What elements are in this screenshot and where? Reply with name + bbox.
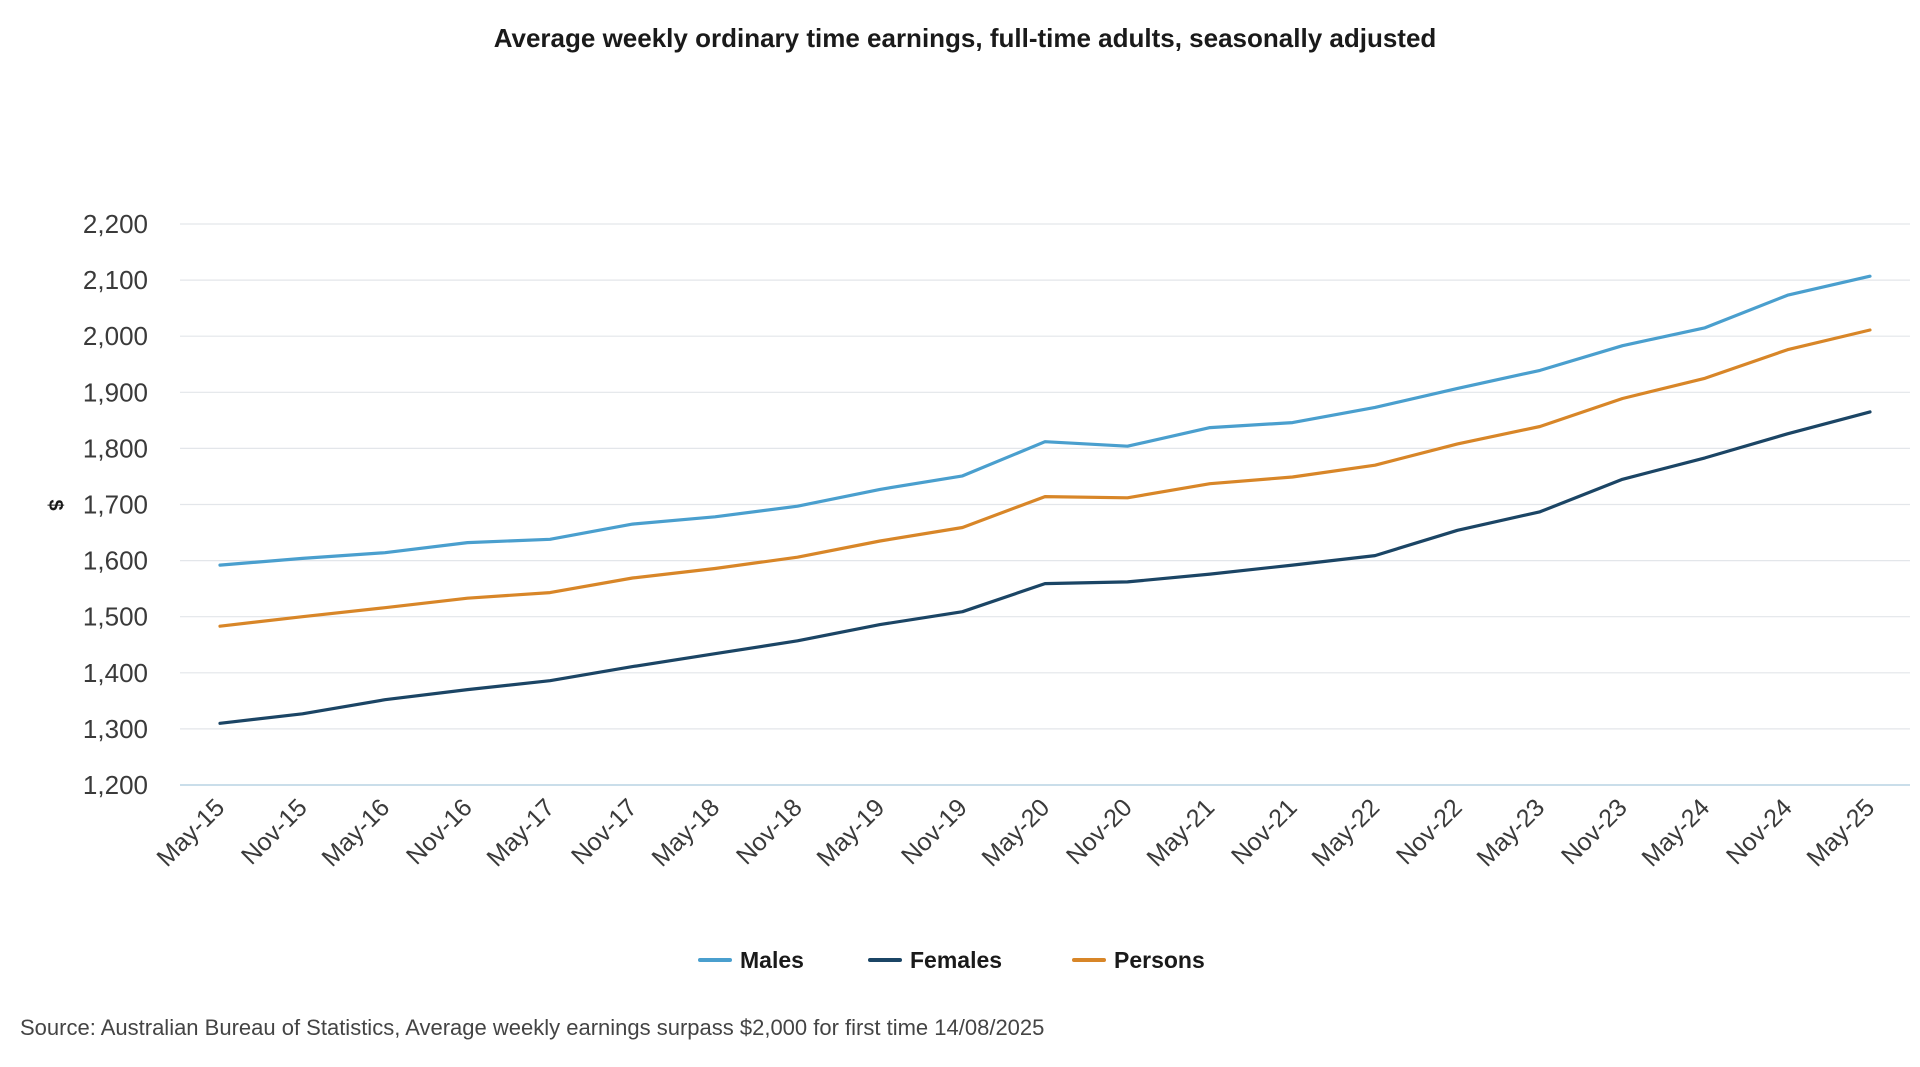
x-tick-label: May-22 bbox=[1306, 793, 1385, 872]
legend: Males Females Persons bbox=[698, 947, 1205, 973]
series-line-males bbox=[218, 274, 1872, 567]
x-tick-label: May-23 bbox=[1471, 793, 1550, 872]
x-tick-label: May-21 bbox=[1141, 793, 1220, 872]
x-tick-label: May-24 bbox=[1636, 793, 1715, 872]
y-tick-label: 2,000 bbox=[83, 321, 148, 351]
series-lines bbox=[218, 274, 1872, 725]
legend-label-males: Males bbox=[740, 947, 804, 973]
source-note: Source: Australian Bureau of Statistics,… bbox=[20, 1015, 1044, 1040]
y-axis-label: $ bbox=[44, 499, 66, 510]
x-tick-label: Nov-24 bbox=[1721, 793, 1798, 870]
y-axis-ticks: 1,200 1,300 1,400 1,500 1,600 1,700 1,800 1,900… bbox=[83, 209, 148, 800]
x-tick-label: Nov-20 bbox=[1061, 793, 1138, 870]
y-tick-label: 1,400 bbox=[83, 658, 148, 688]
x-tick-label: May-17 bbox=[481, 793, 560, 872]
series-line-females bbox=[218, 410, 1872, 725]
x-tick-label: Nov-16 bbox=[401, 793, 478, 870]
chart-title: Average weekly ordinary time earnings, f… bbox=[494, 23, 1437, 53]
y-tick-label: 2,200 bbox=[83, 209, 148, 239]
x-tick-label: May-19 bbox=[811, 793, 890, 872]
y-tick-label: 1,900 bbox=[83, 377, 148, 407]
x-tick-label: Nov-18 bbox=[731, 793, 808, 870]
x-tick-label: May-15 bbox=[151, 793, 230, 872]
x-tick-label: Nov-15 bbox=[236, 793, 313, 870]
x-tick-label: May-20 bbox=[976, 793, 1055, 872]
y-tick-label: 1,600 bbox=[83, 546, 148, 576]
y-tick-label: 2,100 bbox=[83, 265, 148, 295]
y-tick-label: 1,300 bbox=[83, 714, 148, 744]
y-tick-label: 1,200 bbox=[83, 770, 148, 800]
x-tick-label: Nov-23 bbox=[1556, 793, 1633, 870]
x-tick-label: May-16 bbox=[316, 793, 395, 872]
legend-label-persons: Persons bbox=[1114, 947, 1205, 973]
y-tick-label: 1,500 bbox=[83, 602, 148, 632]
x-tick-label: Nov-22 bbox=[1391, 793, 1468, 870]
gridlines bbox=[180, 223, 1910, 786]
x-tick-label: Nov-17 bbox=[566, 793, 643, 870]
y-tick-label: 1,700 bbox=[83, 490, 148, 520]
x-tick-label: May-25 bbox=[1801, 793, 1880, 872]
x-tick-label: Nov-19 bbox=[896, 793, 973, 870]
x-axis-ticks: May-15 Nov-15 May-16 Nov-16 May-17 Nov-17 May-… bbox=[151, 793, 1880, 872]
x-tick-label: May-18 bbox=[646, 793, 725, 872]
y-tick-label: 1,800 bbox=[83, 433, 148, 463]
series-line-persons bbox=[218, 328, 1872, 628]
x-tick-label: Nov-21 bbox=[1226, 793, 1303, 870]
legend-label-females: Females bbox=[910, 947, 1002, 973]
